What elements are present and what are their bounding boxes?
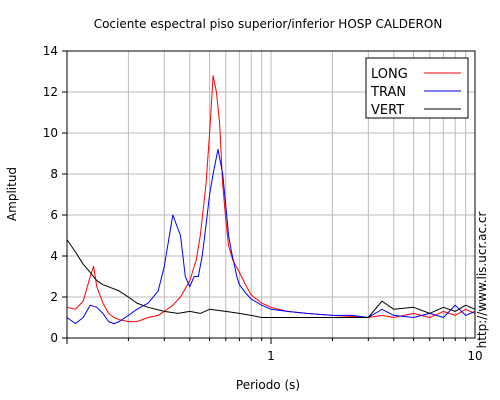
plot-area [66, 75, 476, 325]
series-line-vert [66, 239, 476, 318]
legend-label-tran: TRAN [370, 85, 406, 100]
y-tick-label: 0 [50, 331, 58, 345]
legend-label-vert: VERT [371, 103, 404, 118]
chart-title: Cociente espectral piso superior/inferio… [94, 17, 443, 31]
y-tick-label: 2 [50, 290, 58, 304]
y-tick-label: 6 [50, 208, 58, 222]
y-tick-label: 14 [43, 44, 58, 58]
legend: LONG TRAN VERT [365, 57, 469, 119]
x-tick-label: 10 [467, 349, 482, 363]
x-tick-label: 1 [267, 349, 275, 363]
x-axis-label: Periodo (s) [236, 378, 300, 392]
y-tick-label: 4 [50, 249, 58, 263]
y-tick-label: 10 [43, 126, 58, 140]
y-tick-label: 8 [50, 167, 58, 181]
axes: 0 2 4 6 8 10 12 14 1 10 [43, 44, 483, 363]
y-axis-label: Amplitud [5, 167, 19, 221]
side-note-url: http://www.lis.ucr.ac.cr [475, 212, 489, 349]
legend-box [365, 57, 469, 119]
legend-label-long: LONG [371, 67, 408, 82]
y-tick-label: 12 [43, 85, 58, 99]
series-line-long [66, 75, 476, 323]
